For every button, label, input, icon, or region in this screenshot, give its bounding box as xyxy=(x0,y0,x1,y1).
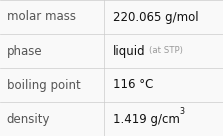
Text: molar mass: molar mass xyxy=(7,10,76,24)
Text: 3: 3 xyxy=(180,107,184,116)
Text: 116 °C: 116 °C xyxy=(113,78,153,92)
Text: density: density xyxy=(7,112,50,126)
Text: (at STP): (at STP) xyxy=(149,47,183,55)
Text: boiling point: boiling point xyxy=(7,78,81,92)
Text: 1.419 g/cm: 1.419 g/cm xyxy=(113,112,180,126)
Text: phase: phase xyxy=(7,44,42,58)
Text: 220.065 g/mol: 220.065 g/mol xyxy=(113,10,198,24)
Text: liquid: liquid xyxy=(113,44,145,58)
